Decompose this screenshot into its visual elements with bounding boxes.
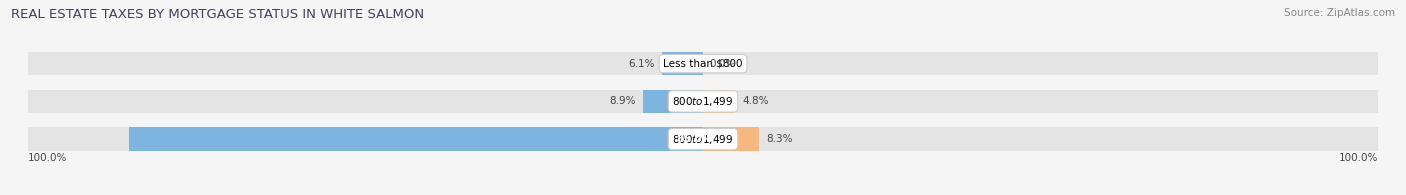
Bar bbox=[28, 128, 1378, 151]
Text: REAL ESTATE TAXES BY MORTGAGE STATUS IN WHITE SALMON: REAL ESTATE TAXES BY MORTGAGE STATUS IN … bbox=[11, 8, 425, 21]
Bar bbox=[703, 90, 735, 113]
Text: 8.9%: 8.9% bbox=[610, 96, 636, 106]
Text: 85.0%: 85.0% bbox=[676, 134, 713, 144]
Text: 4.8%: 4.8% bbox=[742, 96, 769, 106]
Bar bbox=[28, 52, 1378, 75]
Text: 100.0%: 100.0% bbox=[28, 153, 67, 163]
Text: 100.0%: 100.0% bbox=[1339, 153, 1378, 163]
Bar bbox=[129, 128, 703, 151]
Bar bbox=[643, 90, 703, 113]
Text: 8.3%: 8.3% bbox=[766, 134, 792, 144]
Text: Less than $800: Less than $800 bbox=[664, 59, 742, 69]
Bar bbox=[703, 128, 759, 151]
Bar bbox=[662, 52, 703, 75]
Text: 6.1%: 6.1% bbox=[628, 59, 655, 69]
Bar bbox=[28, 90, 1378, 113]
Text: $800 to $1,499: $800 to $1,499 bbox=[672, 133, 734, 146]
Text: Source: ZipAtlas.com: Source: ZipAtlas.com bbox=[1284, 8, 1395, 18]
Text: 0.0%: 0.0% bbox=[710, 59, 735, 69]
Text: $800 to $1,499: $800 to $1,499 bbox=[672, 95, 734, 108]
